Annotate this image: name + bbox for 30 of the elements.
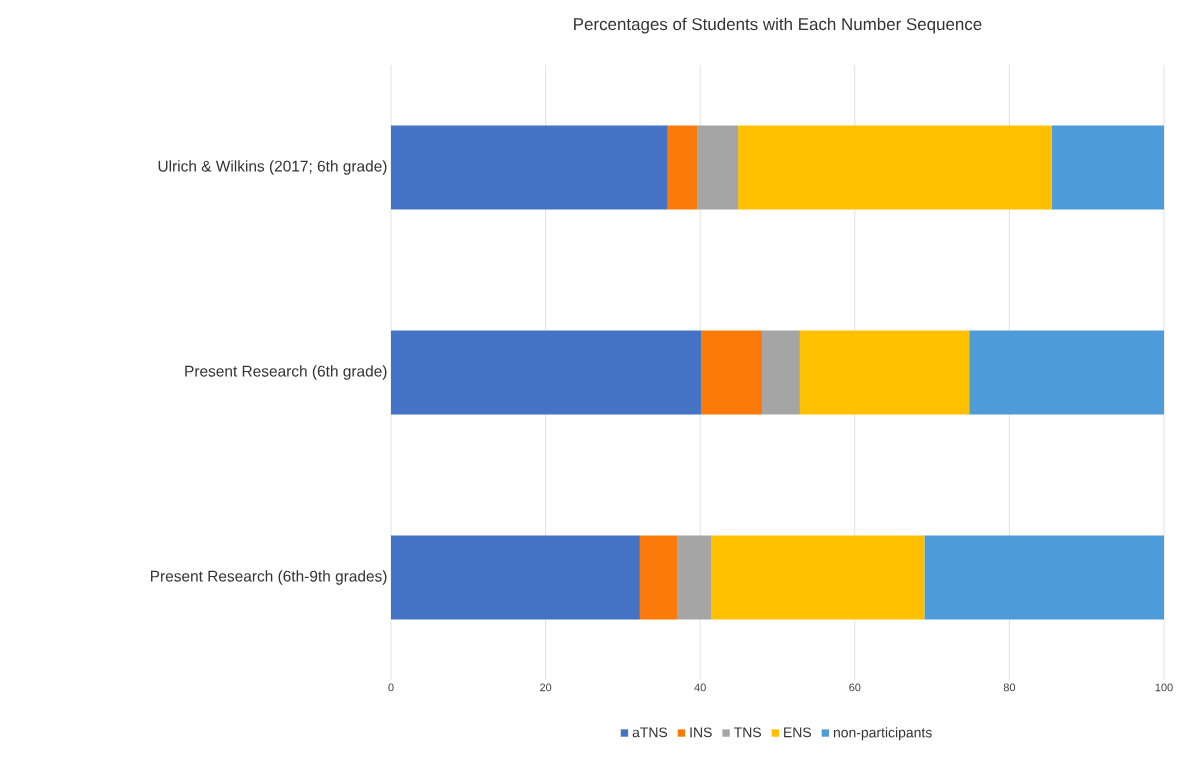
legend-label: TNS xyxy=(734,727,761,738)
bar xyxy=(924,535,1164,620)
x-tick-label: 100 xyxy=(1155,683,1173,692)
bar xyxy=(391,330,701,415)
bar xyxy=(799,330,970,415)
bar xyxy=(639,535,678,620)
bar xyxy=(700,330,763,415)
y-tick-label: Present Research (6th-9th grades) xyxy=(150,570,387,585)
x-tick-label: 40 xyxy=(694,683,706,692)
x-tick-label: 20 xyxy=(540,683,552,692)
bar xyxy=(711,535,925,620)
legend-label: ENS xyxy=(784,727,812,738)
y-tick-label: Present Research (6th grade) xyxy=(185,365,387,380)
bar xyxy=(1051,125,1164,210)
x-tick-label: 0 xyxy=(388,683,394,692)
y-tick-label: Ulrich & Wilkins (2017; 6th grade) xyxy=(158,160,387,175)
chart-title: Percentages of Students with Each Number Sequence xyxy=(574,17,982,34)
x-tick-label: 60 xyxy=(849,683,861,692)
legend-label: aTNS xyxy=(632,727,668,738)
bar xyxy=(391,125,668,210)
bar xyxy=(677,535,712,620)
x-tick-label: 80 xyxy=(1003,683,1016,692)
legend-label: INS xyxy=(690,727,712,738)
legend-label: non-participants xyxy=(833,727,932,741)
bar xyxy=(667,125,698,210)
bar xyxy=(697,125,739,210)
bar xyxy=(738,125,1052,210)
bar xyxy=(391,535,640,620)
bar xyxy=(762,330,800,415)
bar xyxy=(969,330,1164,415)
